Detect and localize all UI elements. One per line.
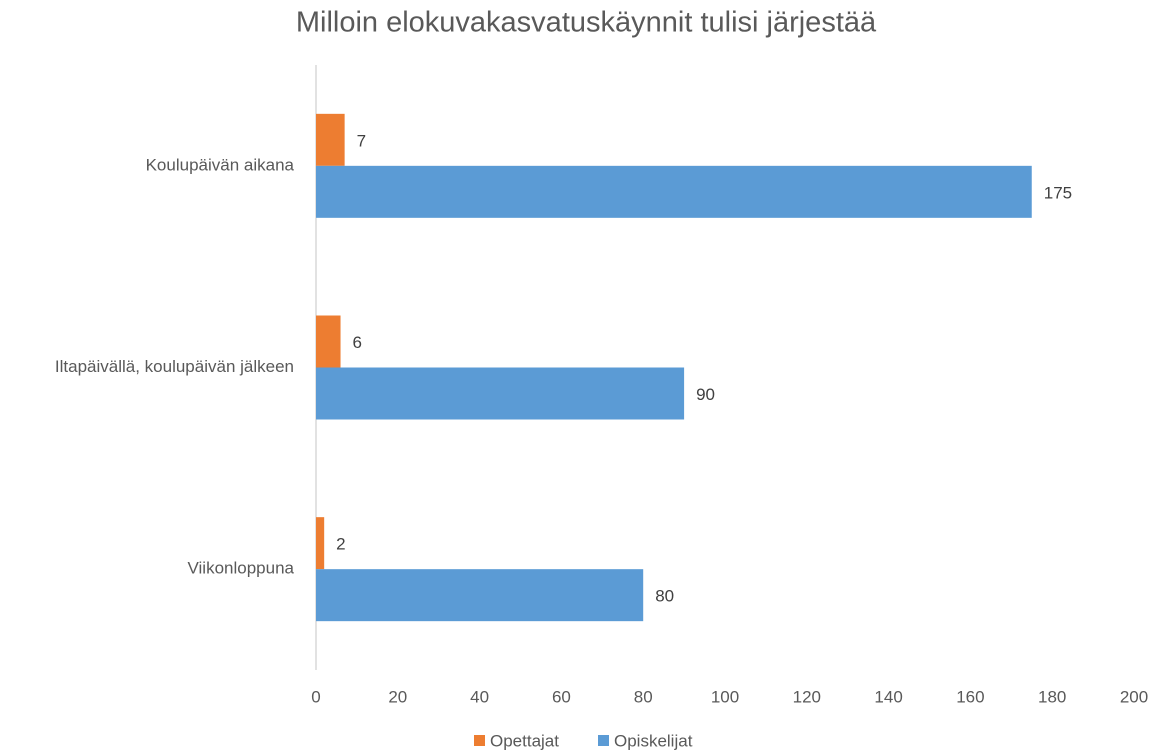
- legend-swatch: [474, 735, 485, 746]
- y-tick-label: Iltapäivällä, koulupäivän jälkeen: [55, 357, 294, 376]
- bar: [316, 367, 685, 420]
- y-tick-label: Koulupäivän aikana: [146, 155, 295, 174]
- x-tick-label: 160: [956, 687, 984, 706]
- legend-swatch: [598, 735, 609, 746]
- data-label: 90: [696, 385, 715, 404]
- data-label: 175: [1044, 183, 1072, 202]
- data-label: 80: [655, 587, 674, 606]
- bar: [316, 113, 345, 166]
- x-tick-label: 80: [634, 687, 653, 706]
- bar: [316, 315, 341, 368]
- bar: [316, 165, 1032, 218]
- bar: [316, 517, 325, 570]
- x-tick-label: 40: [470, 687, 489, 706]
- data-label: 7: [357, 131, 366, 150]
- legend-label: Opettajat: [490, 731, 559, 750]
- x-tick-label: 140: [874, 687, 902, 706]
- x-tick-label: 200: [1120, 687, 1148, 706]
- x-tick-label: 100: [711, 687, 739, 706]
- data-label: 6: [353, 333, 362, 352]
- chart-title: Milloin elokuvakasvatuskäynnit tulisi jä…: [296, 7, 877, 39]
- legend-label: Opiskelijat: [614, 731, 693, 750]
- x-tick-label: 180: [1038, 687, 1066, 706]
- bar: [316, 569, 644, 622]
- data-label: 2: [336, 535, 345, 554]
- x-tick-label: 60: [552, 687, 571, 706]
- y-tick-label: Viikonloppuna: [188, 559, 295, 578]
- x-tick-label: 120: [793, 687, 821, 706]
- x-tick-label: 0: [311, 687, 320, 706]
- x-tick-label: 20: [388, 687, 407, 706]
